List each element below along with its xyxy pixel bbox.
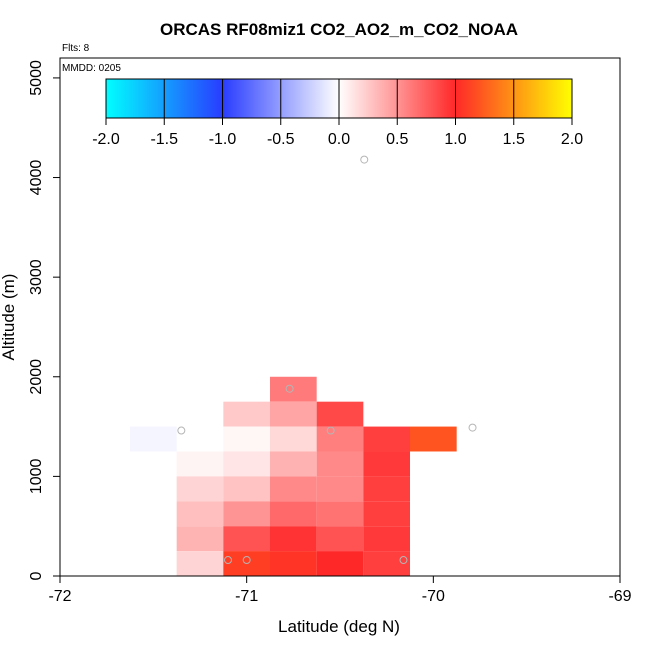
y-tick-label: 0 <box>28 571 45 580</box>
heatmap-cell <box>176 501 224 527</box>
x-tick-label: -70 <box>422 588 445 605</box>
observation-points <box>177 155 477 565</box>
heatmap-cell <box>316 426 364 452</box>
y-axis: 0 1000 2000 3000 4000 5000 <box>28 60 60 580</box>
heatmap-cell <box>270 401 317 427</box>
chart-title: ORCAS RF08miz1 CO2_AO2_m_CO2_NOAA <box>160 20 518 39</box>
heatmap-cell <box>316 451 364 477</box>
heatmap-cell <box>223 451 270 477</box>
observation-point <box>360 155 369 164</box>
heatmap-cell <box>316 476 364 502</box>
colorbar-tick-label: 0.5 <box>386 131 408 148</box>
observation-point <box>242 556 251 565</box>
heatmap-cell <box>316 526 364 552</box>
heatmap-cell <box>316 501 364 527</box>
colorbar-tick-label: -1.0 <box>209 131 237 148</box>
x-tick-label: -72 <box>48 588 71 605</box>
observation-point <box>468 423 477 432</box>
y-tick-label: 2000 <box>28 359 45 395</box>
heatmap-cells <box>130 376 457 576</box>
heatmap-cell <box>223 426 270 452</box>
heatmap-cell <box>363 451 410 477</box>
date-label: MMDD: 0205 <box>62 63 121 74</box>
observation-point <box>326 426 335 435</box>
y-tick-label: 4000 <box>28 160 45 196</box>
heatmap-cell <box>316 551 364 576</box>
heatmap-cell <box>176 451 224 477</box>
colorbar-tick-label: -2.0 <box>92 131 120 148</box>
heatmap-cell <box>176 526 224 552</box>
colorbar-tick-label: -0.5 <box>267 131 295 148</box>
observation-point <box>177 426 186 435</box>
plot-frame <box>59 57 621 577</box>
y-tick-label: 5000 <box>28 60 45 96</box>
heatmap-cell <box>130 426 177 452</box>
x-tick-label: -71 <box>235 588 258 605</box>
x-tick-label: -69 <box>608 588 631 605</box>
heatmap-cell <box>270 501 317 527</box>
heatmap-cell <box>223 501 270 527</box>
heatmap-cell <box>410 426 457 452</box>
heatmap-cell <box>316 401 364 427</box>
heatmap-cell <box>176 476 224 502</box>
colorbar-tick-label: 2.0 <box>561 131 583 148</box>
colorbar-tick-label: 0.0 <box>328 131 350 148</box>
heatmap-cell <box>223 476 270 502</box>
heatmap-cell <box>223 401 270 427</box>
y-tick-label: 1000 <box>28 458 45 494</box>
heatmap-cell <box>223 526 270 552</box>
heatmap-cell <box>363 476 410 502</box>
observation-point <box>224 556 232 565</box>
x-axis-label: Latitude (deg N) <box>278 617 400 636</box>
flights-label: Flts: 8 <box>62 43 90 54</box>
y-tick-label: 3000 <box>28 259 45 295</box>
colorbar-ticks: -2.0 -1.5 -1.0 -0.5 0.0 0.5 1.0 1.5 2.0 <box>92 79 583 148</box>
x-axis: -72 -71 -70 -69 <box>48 576 632 605</box>
colorbar: -2.0 -1.5 -1.0 -0.5 0.0 0.5 1.0 1.5 2.0 <box>92 78 583 148</box>
heatmap-cell <box>270 426 317 452</box>
heatmap-cell <box>270 526 317 552</box>
y-axis-label: Altitude (m) <box>0 274 18 361</box>
heatmap-cell <box>363 501 410 527</box>
colorbar-tick-label: 1.5 <box>503 131 525 148</box>
observation-point <box>399 556 408 565</box>
colorbar-tick-label: -1.5 <box>150 131 178 148</box>
heatmap-cell <box>270 476 317 502</box>
heatmap-cell <box>363 426 410 452</box>
observation-point <box>285 384 294 393</box>
heatmap-cell <box>176 551 224 576</box>
heatmap-cell <box>363 526 410 552</box>
colorbar-tick-label: 1.0 <box>444 131 466 148</box>
heatmap-cell <box>270 551 317 576</box>
heatmap-cell <box>270 451 317 477</box>
